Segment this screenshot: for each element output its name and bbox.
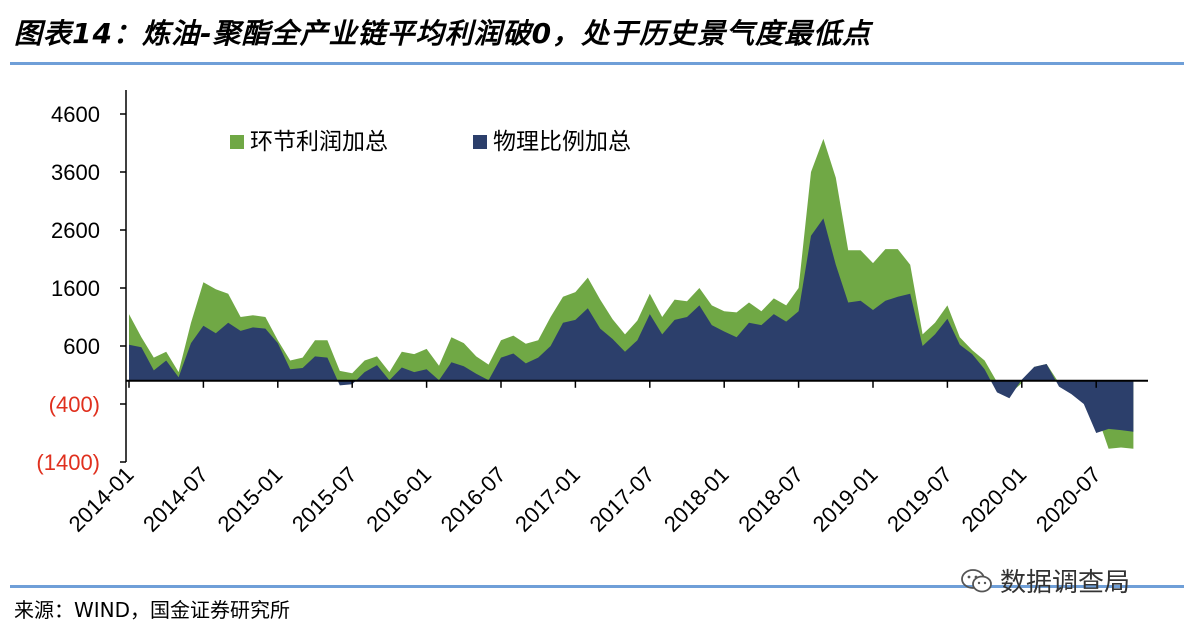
- x-tick-label-13: 2020-07: [1031, 462, 1106, 537]
- y-tick-label-5: (400): [49, 392, 100, 417]
- x-tick-label-9: 2018-07: [733, 462, 808, 537]
- legend-swatch-1: [230, 135, 244, 149]
- x-tick-label-12: 2020-01: [957, 462, 1032, 537]
- x-tick-label-1: 2014-07: [138, 462, 213, 537]
- series-area-1: [129, 138, 1134, 449]
- y-tick-label-6: (1400): [36, 450, 100, 475]
- title-underline: [10, 62, 1184, 65]
- watermark: 数据调查局: [960, 562, 1130, 599]
- legend-swatch-2: [473, 135, 487, 149]
- y-tick-label-1: 3600: [51, 160, 100, 185]
- y-tick-label-3: 1600: [51, 276, 100, 301]
- watermark-text: 数据调查局: [1000, 568, 1131, 598]
- legend-label-1: 环节利润加总: [250, 129, 388, 155]
- y-tick-label-2: 2600: [51, 218, 100, 243]
- x-tick-label-4: 2016-01: [361, 462, 436, 537]
- x-tick-label-8: 2018-01: [659, 462, 734, 537]
- x-tick-label-10: 2019-01: [808, 462, 883, 537]
- x-tick-label-3: 2015-07: [287, 462, 362, 537]
- source-divider: [10, 585, 1184, 588]
- x-tick-label-2: 2015-01: [213, 462, 288, 537]
- x-tick-label-11: 2019-07: [882, 462, 957, 537]
- series-area-2: [129, 218, 1134, 433]
- chart-title: 图表14：炼油-聚酯全产业链平均利润破0，处于历史景气度最低点: [14, 17, 872, 50]
- x-tick-label-6: 2017-01: [510, 462, 585, 537]
- y-tick-label-0: 4600: [51, 102, 100, 127]
- wechat-icon: [961, 568, 992, 592]
- x-tick-label-5: 2016-07: [436, 462, 511, 537]
- x-tick-label-7: 2017-07: [585, 462, 660, 537]
- y-tick-label-4: 600: [63, 334, 100, 359]
- source-note: 来源：WIND，国金证券研究所: [14, 598, 291, 622]
- legend-label-2: 物理比例加总: [493, 129, 631, 155]
